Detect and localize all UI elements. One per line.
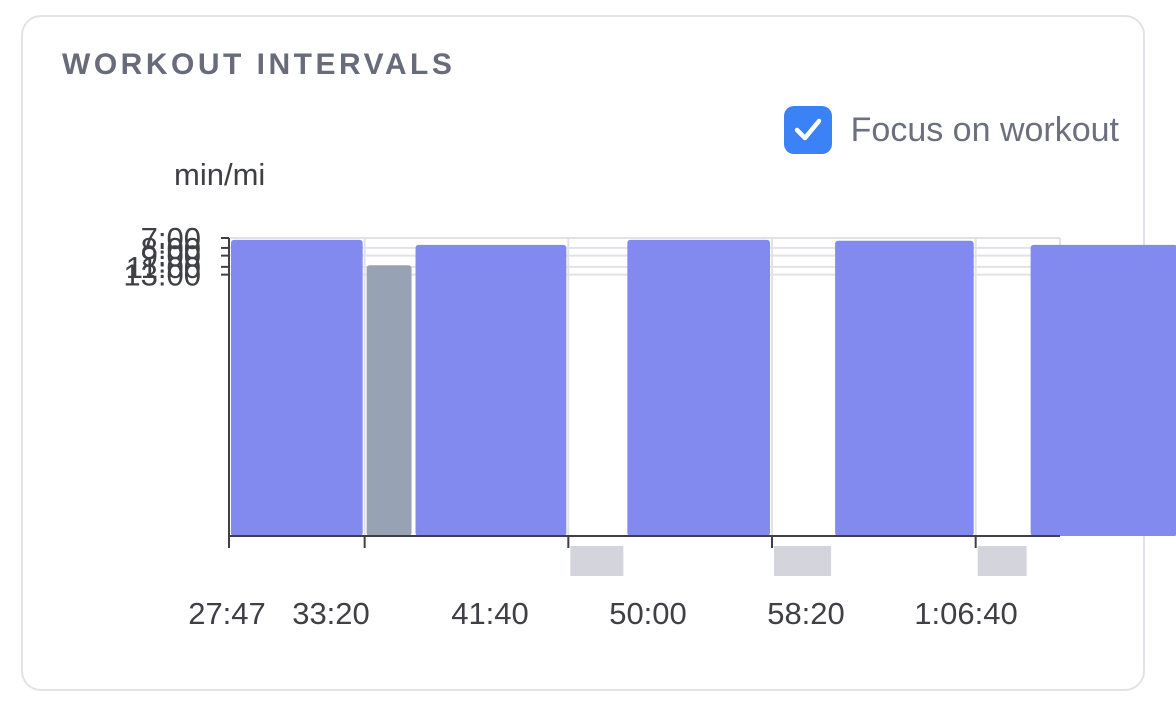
focus-on-workout-toggle[interactable]: Focus on workout	[783, 106, 1119, 154]
x-tick-label: 58:20	[767, 596, 845, 631]
x-tick-label: 33:20	[292, 596, 370, 631]
rest-interval-marker	[977, 546, 1027, 576]
focus-label: Focus on workout	[850, 110, 1119, 149]
y-tick-label: 9:00	[141, 239, 201, 274]
work-interval-bar	[627, 239, 771, 536]
work-interval-bar	[835, 240, 974, 536]
x-tick-label: 50:00	[609, 596, 687, 631]
work-interval-bar	[1030, 244, 1176, 536]
x-tick-label: 41:40	[451, 596, 529, 631]
rest-interval-marker	[774, 546, 832, 576]
work-interval-bar	[415, 244, 567, 536]
work-interval-bar	[231, 239, 363, 536]
card-title: WORKOUT INTERVALS	[62, 48, 456, 81]
checkmark-icon	[794, 118, 821, 141]
x-tick-label: 27:47	[188, 596, 266, 631]
y-tick-label: 13:00	[123, 258, 201, 293]
y-tick-label: 8:00	[141, 231, 201, 266]
x-tick-label: 1:06:40	[914, 596, 1017, 631]
focus-checkbox[interactable]	[783, 106, 832, 154]
rest-interval-marker	[570, 546, 624, 576]
y-axis-unit-label: min/mi	[174, 157, 266, 192]
rest-interval-bar	[366, 265, 412, 536]
y-tick-label: 11:00	[126, 250, 201, 285]
y-tick-label: 7:00	[141, 221, 201, 256]
